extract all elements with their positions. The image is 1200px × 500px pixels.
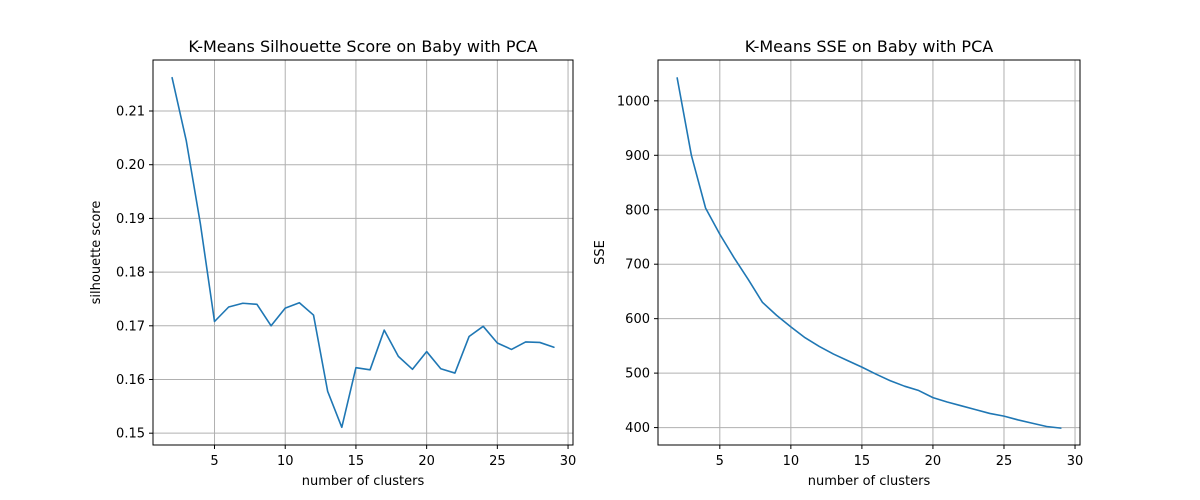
silhouette-chart-title: K-Means Silhouette Score on Baby with PC… bbox=[188, 37, 537, 56]
sse-grid bbox=[658, 60, 1080, 445]
sse-x-tick-label: 20 bbox=[925, 454, 942, 469]
sse-y-tick-label: 600 bbox=[625, 312, 650, 327]
sse-series bbox=[676, 77, 1062, 429]
silhouette-grid bbox=[153, 60, 573, 445]
silhouette-x-axis-label: number of clusters bbox=[302, 474, 425, 489]
sse-y-tick-label: 700 bbox=[625, 258, 650, 273]
silhouette-x-tick-label: 10 bbox=[277, 454, 294, 469]
silhouette-x-tick-label: 25 bbox=[489, 454, 506, 469]
sse-y-axis-label: SSE bbox=[593, 240, 608, 265]
sse-x-tick-label: 5 bbox=[716, 454, 724, 469]
silhouette-x-tick-label: 5 bbox=[210, 454, 218, 469]
silhouette-y-tick-label: 0.20 bbox=[116, 158, 145, 173]
sse-y-tick-label: 1000 bbox=[617, 94, 650, 109]
sse-y-tick-label: 800 bbox=[625, 203, 650, 218]
sse-axes-frame bbox=[657, 59, 1081, 446]
sse-x-tick-label: 15 bbox=[854, 454, 871, 469]
silhouette-series bbox=[171, 76, 555, 429]
silhouette-y-tick-label: 0.19 bbox=[116, 212, 145, 227]
silhouette-y-tick-label: 0.17 bbox=[116, 319, 145, 334]
silhouette-x-tick-label: 15 bbox=[348, 454, 365, 469]
sse-x-axis-label: number of clusters bbox=[808, 474, 931, 489]
sse-series-line bbox=[676, 77, 1062, 429]
silhouette-series-line bbox=[171, 76, 555, 429]
sse-x-tick-label: 30 bbox=[1067, 454, 1084, 469]
sse-x-tick-label: 25 bbox=[996, 454, 1013, 469]
sse-x-tick-label: 10 bbox=[783, 454, 800, 469]
silhouette-x-tick-label: 30 bbox=[560, 454, 577, 469]
silhouette-chart: 5 10 15 20 25 300.150.160.170.180.190.200.21 … bbox=[89, 37, 576, 489]
silhouette-y-tick-label: 0.16 bbox=[116, 373, 145, 388]
silhouette-x-tick-label: 20 bbox=[418, 454, 435, 469]
silhouette-axes-frame bbox=[152, 59, 574, 446]
sse-y-tick-label: 400 bbox=[625, 421, 650, 436]
sse-chart: 5 10 15 20 25 30 400 500 600 700 800 900 1000 K-Mean… bbox=[593, 37, 1083, 489]
sse-chart-title: K-Means SSE on Baby with PCA bbox=[745, 37, 993, 56]
silhouette-y-tick-label: 0.15 bbox=[116, 427, 145, 442]
sse-ticks: 5 10 15 20 25 30 400 500 600 700 800 900 1000 bbox=[617, 94, 1083, 469]
sse-y-tick-label: 900 bbox=[625, 149, 650, 164]
sse-y-tick-label: 500 bbox=[625, 367, 650, 382]
silhouette-y-tick-label: 0.18 bbox=[116, 266, 145, 281]
silhouette-y-tick-label: 0.21 bbox=[116, 105, 145, 120]
silhouette-y-axis-label: silhouette score bbox=[89, 201, 104, 305]
silhouette-ticks: 5 10 15 20 25 30 0.15 0.16 0.17 0.18 0.19 0.20 0.21 bbox=[116, 105, 576, 469]
